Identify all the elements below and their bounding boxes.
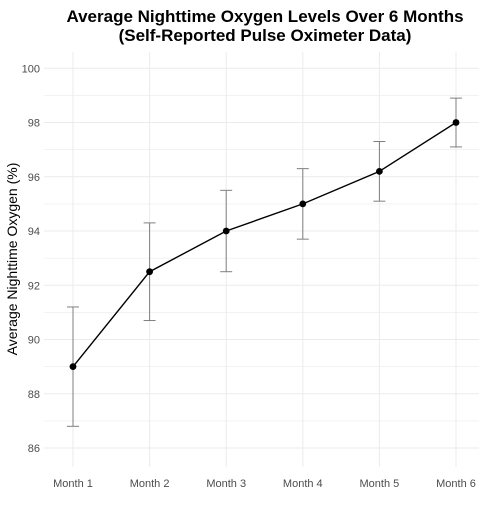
y-tick-label: 92 <box>28 280 40 292</box>
data-point <box>376 167 383 175</box>
data-point <box>222 227 230 235</box>
grid-lines <box>44 52 479 467</box>
x-tick-label: Month 4 <box>283 478 323 490</box>
data-point <box>452 119 460 126</box>
error-bars <box>67 97 462 427</box>
data-point <box>69 363 77 371</box>
data-point <box>146 268 154 276</box>
y-axis-ticks: 86 88 90 92 94 96 98 100 <box>22 63 40 455</box>
x-tick-label: Month 2 <box>130 478 170 490</box>
y-tick-label: 98 <box>28 118 40 130</box>
data-point <box>299 200 307 208</box>
data-points <box>69 119 460 371</box>
series-line <box>72 121 457 368</box>
y-tick-label: 90 <box>28 335 40 347</box>
chart-subtitle: (Self-Reported Pulse Oximeter Data) <box>119 26 412 45</box>
x-axis-ticks: Month 1 Month 2 Month 3 Month 4 Month 5 Month… <box>53 478 476 490</box>
x-tick-label: Month 6 <box>436 478 476 490</box>
y-axis-label: Average Nighttime Oxygen (%) <box>4 163 20 356</box>
x-tick-label: Month 5 <box>360 478 400 490</box>
y-tick-label: 96 <box>28 172 40 184</box>
x-tick-label: Month 3 <box>206 478 246 490</box>
y-tick-label: 88 <box>28 389 40 401</box>
y-tick-label: 94 <box>28 226 40 238</box>
chart-title: Average Nighttime Oxygen Levels Over 6 M… <box>66 7 463 26</box>
series-line-group <box>72 121 457 368</box>
y-tick-label: 100 <box>22 63 40 75</box>
x-tick-label: Month 1 <box>53 478 93 490</box>
y-tick-label: 86 <box>28 443 40 455</box>
